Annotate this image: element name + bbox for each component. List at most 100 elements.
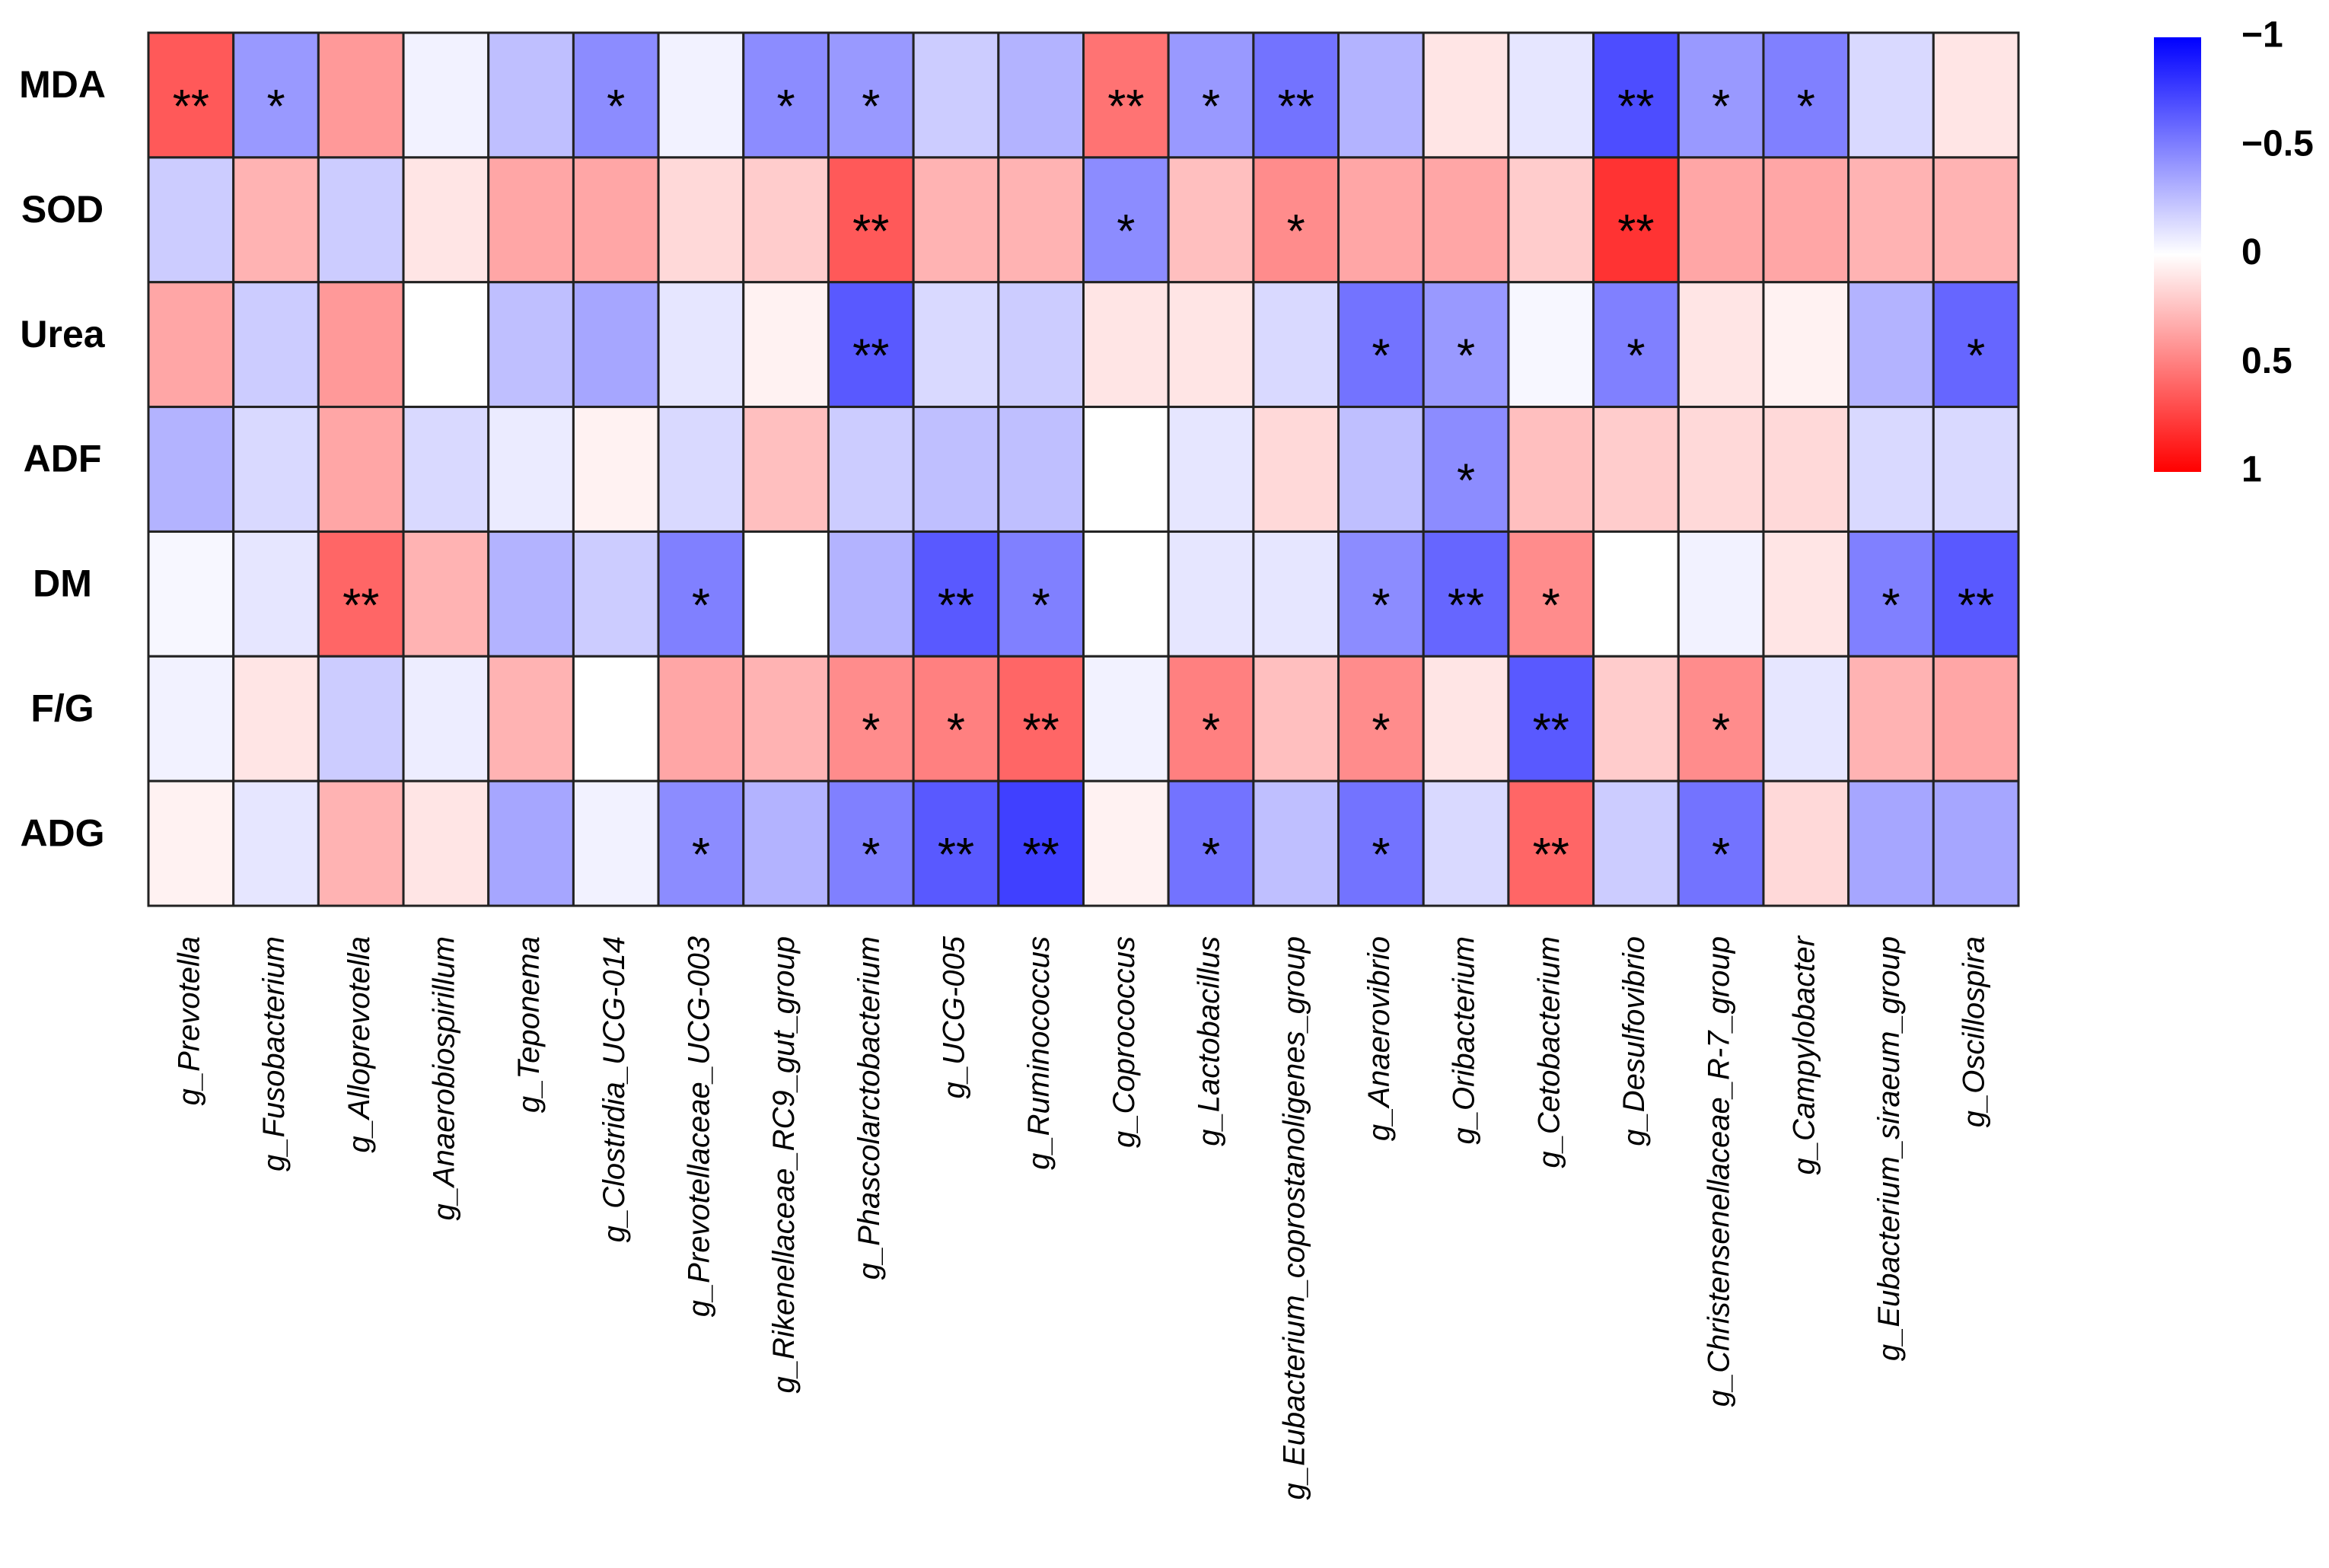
heat-cell	[1082, 779, 1170, 907]
significance-mark: *	[862, 81, 880, 133]
heat-cell	[742, 779, 830, 907]
heat-cell	[1932, 655, 2020, 782]
heat-cell	[912, 406, 1000, 533]
heat-cell	[1762, 779, 1850, 907]
heat-cell	[1932, 779, 2020, 907]
heat-cell	[1932, 156, 2020, 284]
heat-cell	[1592, 779, 1680, 907]
heat-cell	[147, 31, 235, 159]
heat-cell	[1932, 530, 2020, 658]
heat-cell	[1422, 281, 1510, 409]
heat-cell	[232, 655, 320, 782]
color-bar	[2154, 37, 2201, 472]
heat-cell	[1082, 281, 1170, 409]
heat-cell	[1252, 530, 1340, 658]
heat-cell	[742, 406, 830, 533]
significance-mark: *	[862, 704, 880, 757]
significance-mark: **	[173, 81, 209, 133]
heat-cell	[232, 779, 320, 907]
significance-mark: *	[607, 81, 625, 133]
heat-cell	[1677, 779, 1765, 907]
column-label: g_Oscillospira	[1958, 936, 1991, 1127]
heat-cell	[827, 779, 915, 907]
heat-cell	[1507, 655, 1595, 782]
significance-mark: **	[1023, 829, 1059, 881]
heat-cell	[1422, 655, 1510, 782]
heat-cell	[657, 31, 745, 159]
significance-mark: **	[1617, 206, 1654, 258]
significance-mark: *	[1712, 829, 1730, 881]
colorbar-tick-label: −1	[2241, 15, 2283, 56]
column-label: g_Anaerobiospirillum	[427, 936, 460, 1221]
significance-mark: *	[1712, 704, 1730, 757]
heat-cell	[1677, 530, 1765, 658]
heat-cell	[317, 406, 405, 533]
row-label: SOD	[21, 188, 104, 231]
significance-mark: **	[1617, 81, 1654, 133]
heat-cell	[1337, 156, 1425, 284]
significance-mark: *	[1287, 206, 1305, 258]
significance-mark: *	[1457, 455, 1475, 508]
heat-cell	[742, 281, 830, 409]
heat-cell	[1847, 156, 1935, 284]
heat-cell	[657, 655, 745, 782]
heat-cell	[1082, 655, 1170, 782]
heat-cell	[1932, 281, 2020, 409]
significance-mark: **	[852, 330, 889, 383]
heat-cell	[1592, 655, 1680, 782]
heat-cell	[1677, 156, 1765, 284]
significance-mark: *	[1032, 579, 1050, 632]
column-label: g_Desulfovibrio	[1617, 936, 1651, 1146]
heat-cell	[1507, 281, 1595, 409]
heat-cell	[1167, 156, 1255, 284]
significance-mark: **	[852, 206, 889, 258]
heat-cell	[487, 31, 575, 159]
column-label: g_Fusobacterium	[257, 936, 291, 1171]
heat-cell	[1762, 530, 1850, 658]
heat-cell	[827, 281, 915, 409]
column-label: g_Campylobacter	[1787, 935, 1821, 1174]
significance-mark: *	[1372, 704, 1390, 757]
heat-cell	[147, 530, 235, 658]
heat-cell	[1847, 31, 1935, 159]
significance-mark: *	[947, 704, 965, 757]
heat-cell	[487, 655, 575, 782]
heat-cell	[1337, 406, 1425, 533]
significance-mark: *	[1797, 81, 1815, 133]
heat-cell	[657, 406, 745, 533]
row-label: ADG	[20, 811, 104, 854]
heat-cell	[827, 655, 915, 782]
column-label: g_Eubacterium_coprostanoligenes_group	[1277, 936, 1311, 1500]
heat-cell	[1082, 530, 1170, 658]
significance-mark: *	[1372, 330, 1390, 383]
heat-cell	[572, 530, 660, 658]
column-label: g_Cetobacterium	[1532, 936, 1566, 1168]
colorbar-tick-label: 1	[2241, 450, 2262, 490]
heat-cell	[1847, 530, 1935, 658]
heat-cell	[1422, 156, 1510, 284]
heat-cell	[232, 156, 320, 284]
heat-cell	[1082, 31, 1170, 159]
heat-cell	[827, 530, 915, 658]
significance-mark: *	[1457, 330, 1475, 383]
row-label: Urea	[20, 313, 105, 355]
significance-mark: *	[1372, 829, 1390, 881]
heat-cell	[1847, 655, 1935, 782]
heat-cell	[147, 281, 235, 409]
heat-cell	[147, 779, 235, 907]
heat-cell	[1932, 406, 2020, 533]
significance-mark: **	[1958, 579, 1994, 632]
significance-mark: **	[938, 579, 974, 632]
column-label: g_Prevotellaceae_UCG-003	[682, 936, 715, 1317]
heat-cell	[487, 530, 575, 658]
heat-cell	[572, 406, 660, 533]
heat-cell	[742, 156, 830, 284]
heat-cell	[997, 406, 1085, 533]
heat-cell	[1082, 406, 1170, 533]
heat-cell	[827, 156, 915, 284]
row-label: ADF	[24, 438, 102, 480]
significance-mark: *	[692, 579, 710, 632]
heat-cell	[1252, 406, 1340, 533]
heat-cell	[1422, 406, 1510, 533]
